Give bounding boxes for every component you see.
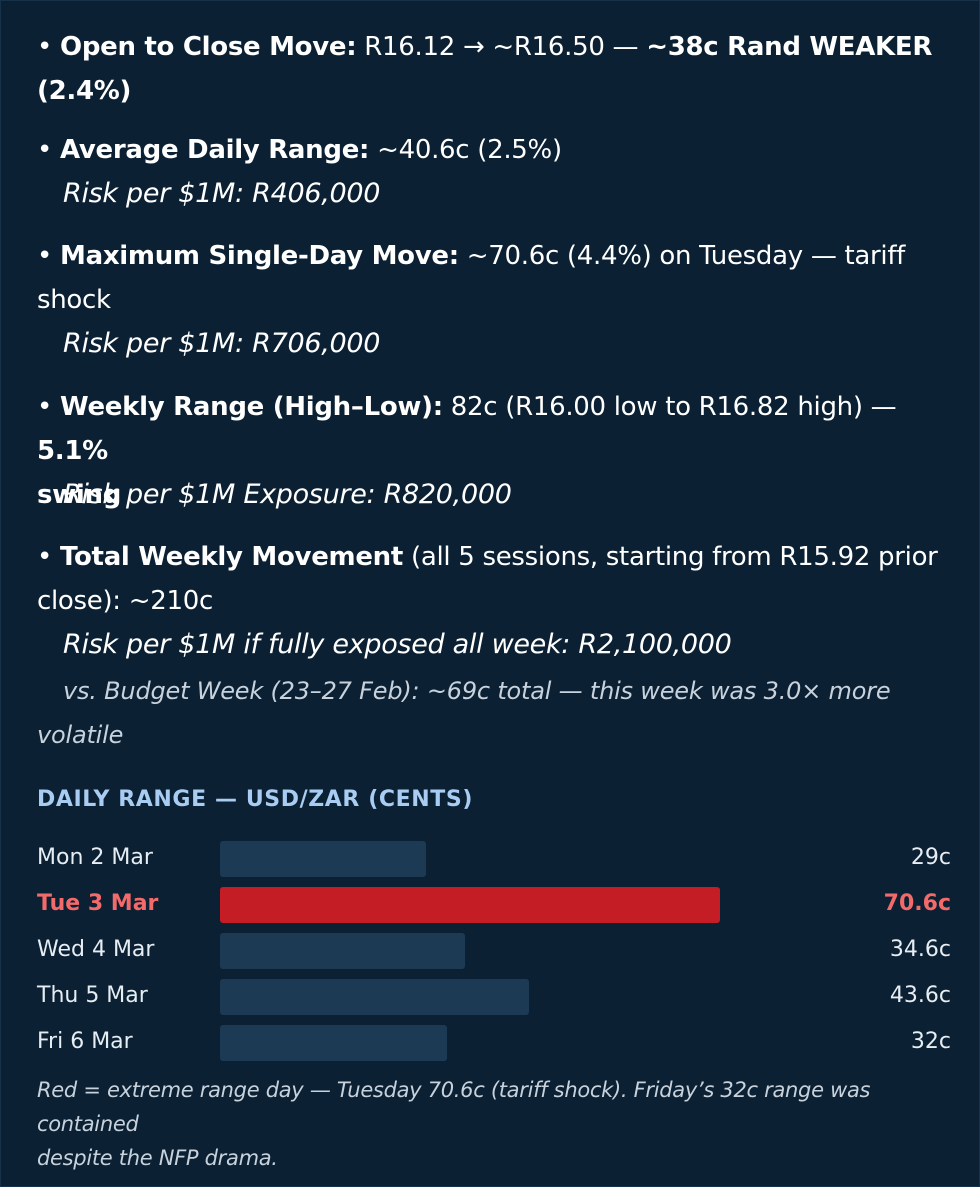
- risk-weekly-range: Risk per $1M Exposure: R820,000: [63, 479, 512, 510]
- risk-max-day: Risk per $1M: R706,000: [63, 328, 381, 359]
- stat-weekly-range: • Weekly Range (High–Low): 82c (R16.00 l…: [37, 385, 957, 517]
- chart-bar: [220, 933, 465, 969]
- stat-average-range: • Average Daily Range: ~40.6c (2.5%): [37, 135, 562, 165]
- chart-bar: [220, 1025, 447, 1061]
- risk-average-range: Risk per $1M: R406,000: [63, 178, 381, 209]
- chart-row: Wed 4 Mar 34.6c: [37, 933, 951, 969]
- chart-row: Tue 3 Mar 70.6c: [37, 887, 951, 923]
- chart-bar-track: [220, 887, 780, 923]
- chart-bar: [220, 979, 529, 1015]
- stat-label: Maximum Single-Day Move:: [60, 241, 459, 271]
- stat-emphasis: ~38c Rand WEAKER: [646, 32, 933, 62]
- chart-value-label: 70.6c: [883, 891, 951, 916]
- chart-bar-track: [220, 841, 780, 877]
- chart-bar-track: [220, 933, 780, 969]
- chart-category-label: Tue 3 Mar: [37, 891, 159, 916]
- chart-category-label: Fri 6 Mar: [37, 1029, 133, 1054]
- chart-value-label: 29c: [910, 845, 951, 870]
- chart-bar: [220, 887, 720, 923]
- stat-value: R16.12 → ~R16.50 —: [364, 32, 639, 62]
- chart-category-label: Wed 4 Mar: [37, 937, 155, 962]
- chart-caption-line2: despite the NFP drama.: [37, 1146, 278, 1170]
- chart-row: Thu 5 Mar 43.6c: [37, 979, 951, 1015]
- chart-caption: Red = extreme range day — Tuesday 70.6c …: [37, 1073, 957, 1175]
- stat-emphasis-cont: (2.4%): [37, 76, 132, 106]
- stat-label: Total Weekly Movement: [60, 542, 404, 572]
- stat-label: Open to Close Move:: [60, 32, 357, 62]
- stat-value: ~70.6c (4.4%) on Tuesday — tariff: [466, 241, 906, 271]
- stat-value: ~40.6c (2.5%): [377, 135, 562, 165]
- chart-bar-track: [220, 1025, 780, 1061]
- chart-value-label: 34.6c: [889, 937, 951, 962]
- chart-value-label: 43.6c: [889, 983, 951, 1008]
- stat-label: Average Daily Range:: [60, 135, 370, 165]
- stat-label: Weekly Range (High–Low):: [60, 392, 443, 422]
- stat-max-day: • Maximum Single-Day Move: ~70.6c (4.4%)…: [37, 234, 957, 322]
- comparison-note: vs. Budget Week (23–27 Feb): ~69c total …: [37, 669, 947, 757]
- risk-total-movement: Risk per $1M if fully exposed all week: …: [63, 629, 732, 660]
- chart-title: DAILY RANGE — USD/ZAR (CENTS): [37, 787, 473, 812]
- chart-row: Mon 2 Mar 29c: [37, 841, 951, 877]
- stat-value-cont: close): ~210c: [37, 586, 213, 616]
- stat-value-cont: shock: [37, 285, 111, 315]
- chart-category-label: Thu 5 Mar: [37, 983, 148, 1008]
- stat-emphasis: 5.1%: [37, 436, 108, 466]
- stat-total-movement: • Total Weekly Movement (all 5 sessions,…: [37, 535, 957, 623]
- chart-bar-track: [220, 979, 780, 1015]
- comparison-note-line2: volatile: [37, 721, 124, 749]
- chart-category-label: Mon 2 Mar: [37, 845, 153, 870]
- stat-value: 82c (R16.00 low to R16.82 high) —: [450, 392, 897, 422]
- chart-caption-line1: Red = extreme range day — Tuesday 70.6c …: [37, 1078, 871, 1136]
- chart-value-label: 32c: [910, 1029, 951, 1054]
- chart-row: Fri 6 Mar 32c: [37, 1025, 951, 1061]
- stat-emphasis-cont: swing: [37, 480, 122, 510]
- comparison-note-line1: vs. Budget Week (23–27 Feb): ~69c total …: [63, 677, 891, 705]
- chart-bar: [220, 841, 426, 877]
- stat-value: (all 5 sessions, starting from R15.92 pr…: [410, 542, 938, 572]
- stat-open-close: • Open to Close Move: R16.12 → ~R16.50 —…: [37, 25, 957, 113]
